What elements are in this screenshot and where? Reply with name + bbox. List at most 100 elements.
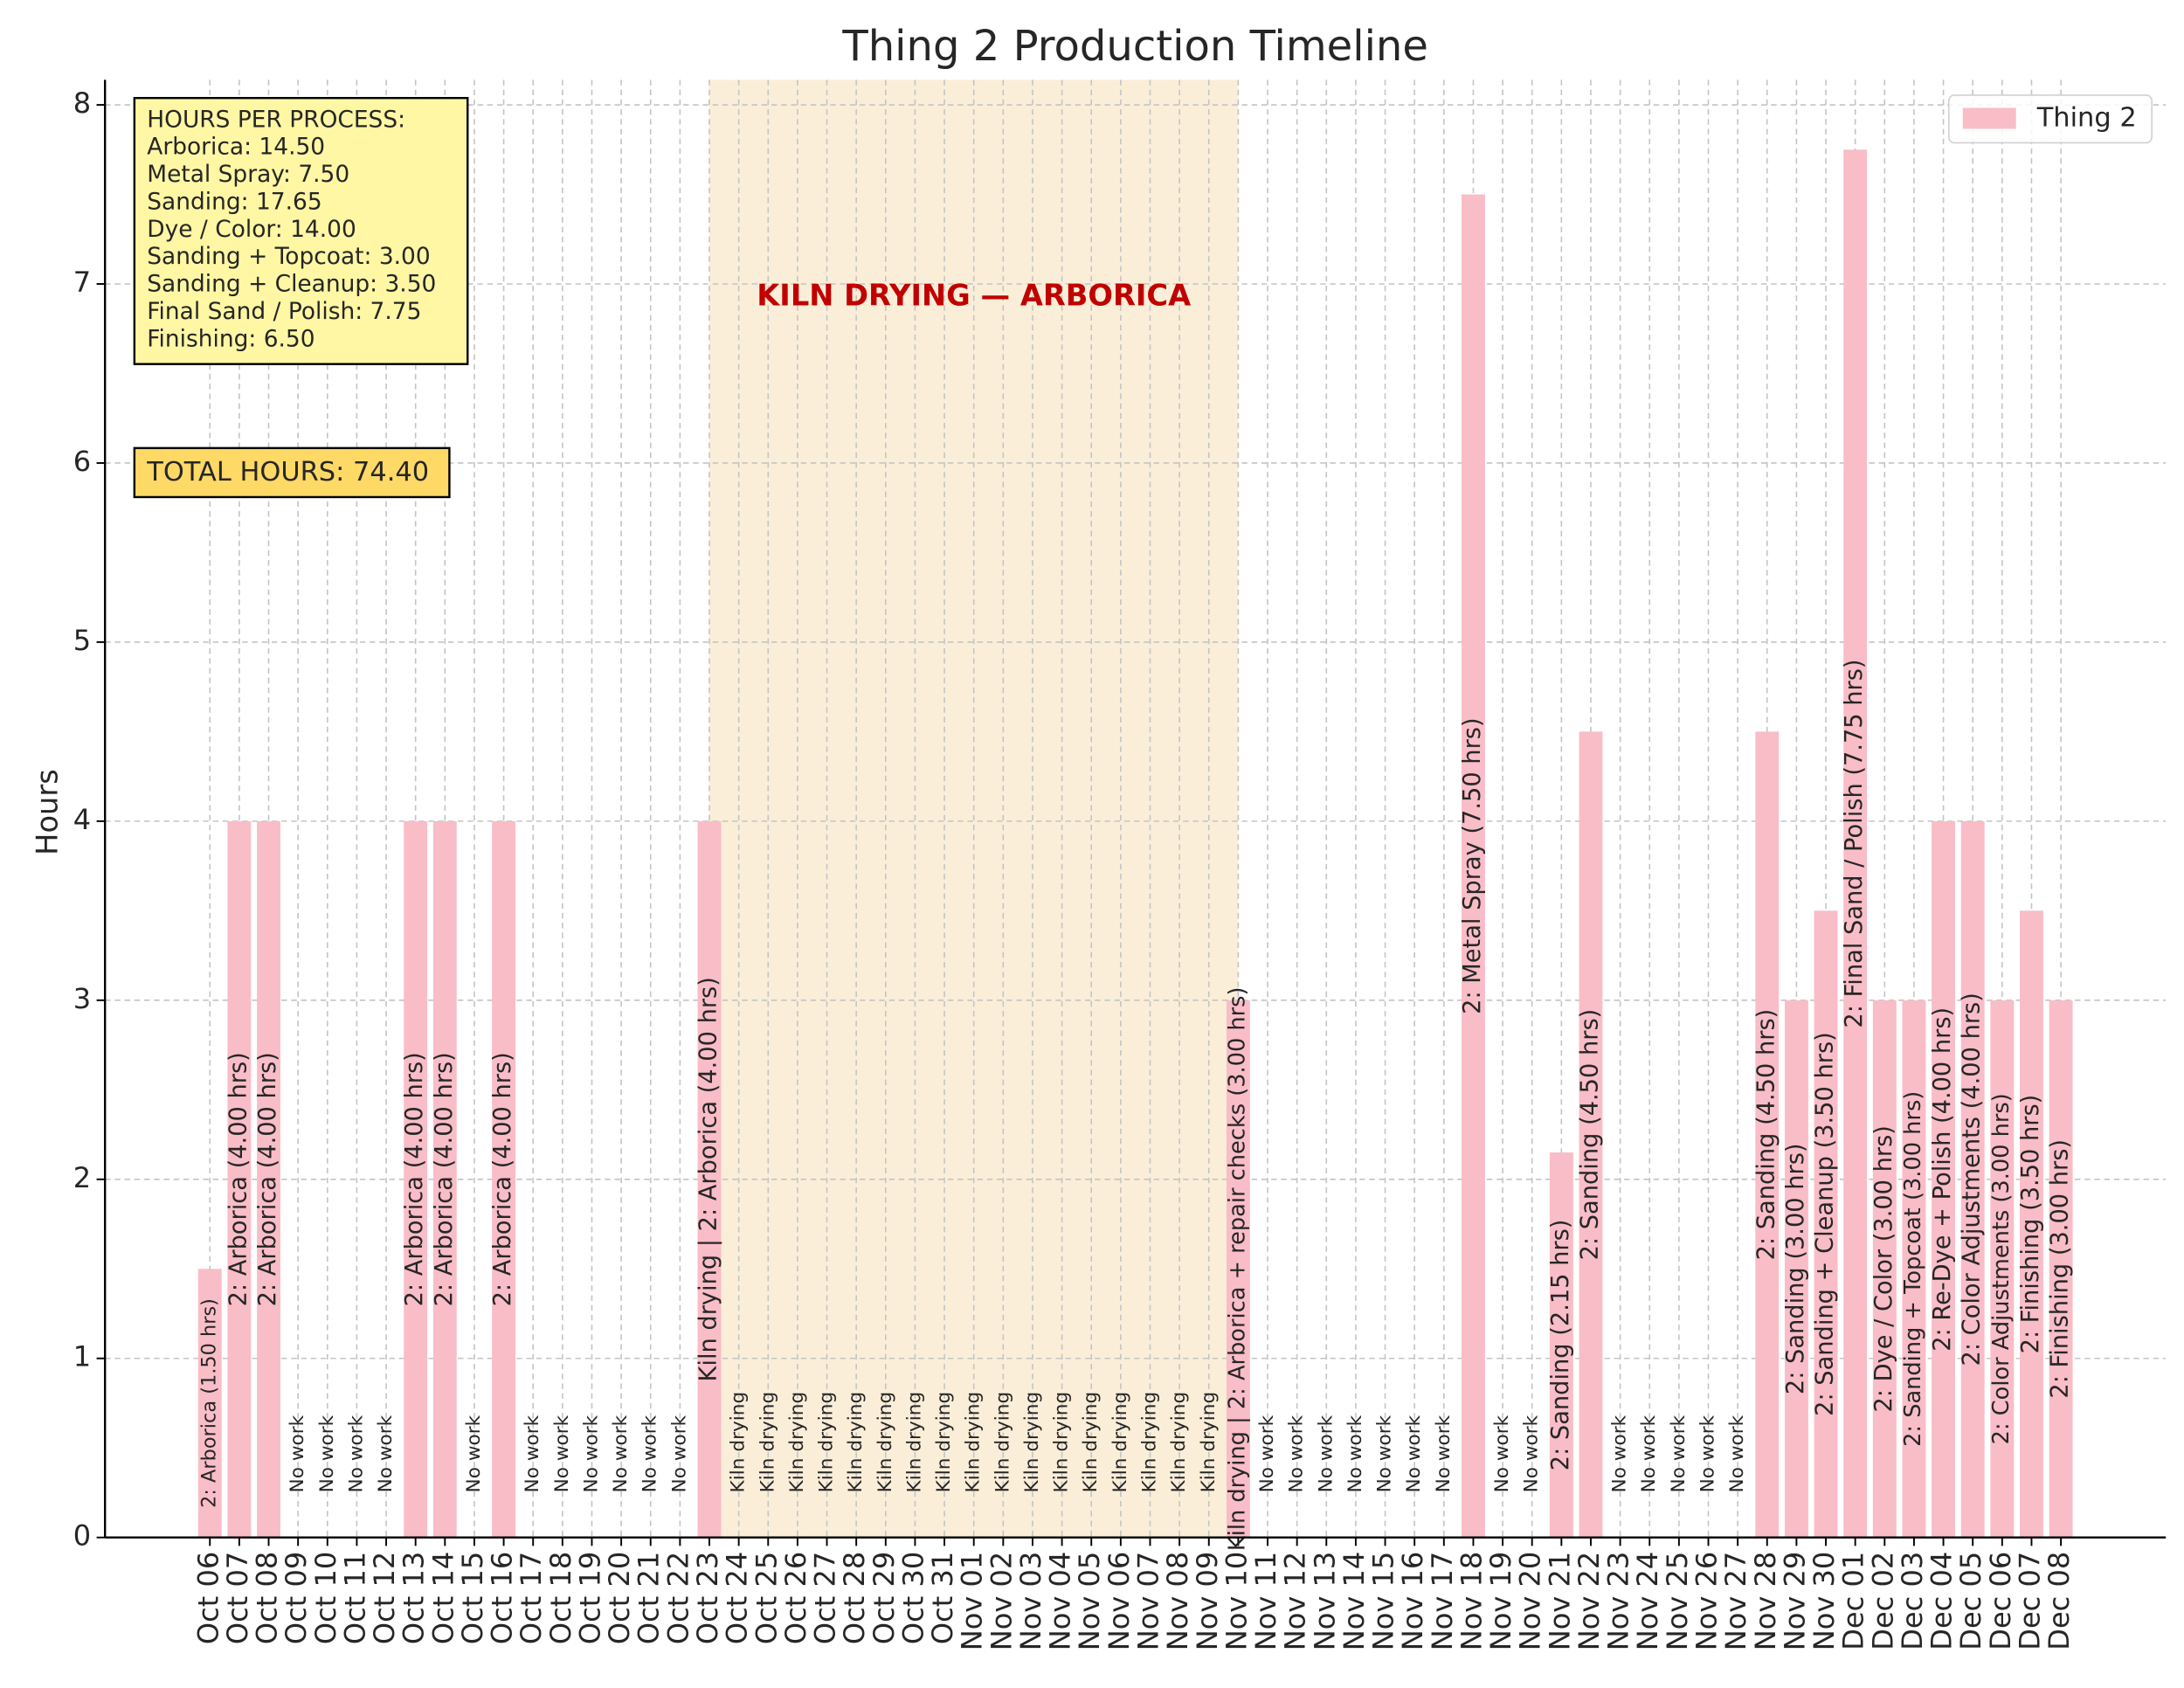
bar-label: No work	[639, 1415, 661, 1492]
process-box-line: Metal Spray: 7.50	[147, 161, 349, 188]
x-tick-label: Oct 10	[309, 1552, 342, 1644]
x-tick-label: Nov 20	[1514, 1552, 1547, 1651]
bar-label: Kiln drying	[786, 1392, 808, 1493]
x-tick-label: Dec 01	[1837, 1552, 1870, 1650]
bar-label: 2: Arborica (4.00 hrs)	[254, 1052, 281, 1306]
bar-label: Kiln drying	[903, 1392, 925, 1493]
bar-label: 2: Sanding (4.50 hrs)	[1752, 1009, 1780, 1261]
x-tick-label: Nov 23	[1602, 1552, 1635, 1651]
bar-label: 2: Metal Spray (7.50 hrs)	[1459, 717, 1486, 1013]
bar-label: Kiln drying	[816, 1392, 838, 1493]
x-tick-label: Nov 10	[1220, 1552, 1253, 1651]
x-tick-label: Nov 15	[1367, 1552, 1400, 1651]
bar-label: Kiln drying	[1051, 1392, 1073, 1493]
x-tick-label: Oct 28	[838, 1552, 871, 1644]
bar-label: 2: Arborica (1.50 hrs)	[198, 1298, 221, 1508]
y-tick-label: 4	[73, 803, 91, 836]
bar-label: No work	[551, 1415, 573, 1492]
bar-label: Kiln drying	[1138, 1392, 1160, 1493]
span-label: KILN DRYING — ARBORICA	[757, 278, 1191, 312]
bar	[197, 1269, 222, 1538]
x-tick-label: Dec 05	[1954, 1552, 1987, 1650]
x-tick-label: Dec 08	[2042, 1552, 2076, 1650]
bar-label: 2: Arborica (4.00 hrs)	[489, 1052, 516, 1306]
x-tick-label: Nov 08	[1161, 1552, 1194, 1651]
x-tick-label: Oct 29	[867, 1552, 901, 1644]
process-box-line: Sanding + Cleanup: 3.50	[147, 271, 436, 298]
bar-label: No work	[345, 1415, 367, 1492]
x-tick-label: Oct 31	[926, 1552, 959, 1644]
x-tick-label: Oct 26	[779, 1552, 812, 1644]
bar-label: 2: Color Adjustments (4.00 hrs)	[1959, 993, 1986, 1366]
chart-title: Thing 2 Production Timeline	[841, 22, 1428, 71]
x-tick-label: Oct 12	[368, 1552, 401, 1644]
x-tick-label: Oct 16	[486, 1552, 519, 1644]
bar-label: 2: Finishing (3.50 hrs)	[2017, 1095, 2044, 1354]
bar	[1549, 1152, 1573, 1538]
x-tick-label: Oct 11	[338, 1552, 371, 1644]
bar-label: 2: Dye / Color (3.00 hrs)	[1870, 1125, 1897, 1412]
bar	[1814, 910, 1838, 1538]
x-tick-label: Nov 07	[1131, 1552, 1165, 1651]
bar-label: No work	[522, 1415, 543, 1492]
x-tick-label: Dec 03	[1896, 1552, 1929, 1650]
bar-label: Kiln drying	[1080, 1392, 1102, 1493]
bar	[1990, 1000, 2015, 1538]
legend-swatch	[1962, 107, 2016, 129]
x-tick-label: Oct 06	[191, 1552, 225, 1644]
x-tick-label: Dec 07	[2013, 1552, 2046, 1650]
y-tick-label: 3	[73, 982, 91, 1015]
bar-label: No work	[463, 1415, 485, 1492]
bar-label: 2: Finishing (3.00 hrs)	[2047, 1139, 2074, 1399]
x-tick-label: Oct 15	[456, 1552, 489, 1644]
bar	[1461, 194, 1485, 1538]
x-tick-label: Nov 04	[1044, 1552, 1077, 1651]
x-tick-label: Nov 27	[1719, 1552, 1752, 1651]
bar	[1932, 820, 1956, 1538]
x-tick-label: Oct 21	[632, 1552, 666, 1644]
x-tick-label: Oct 13	[397, 1552, 431, 1644]
bar	[1843, 149, 1868, 1538]
bar-label: No work	[316, 1415, 338, 1492]
process-box-line: Arborica: 14.50	[147, 134, 325, 161]
x-tick-label: Nov 03	[1014, 1552, 1047, 1651]
bar-label: Kiln drying | 2: Arborica (4.00 hrs)	[695, 977, 722, 1381]
bar	[227, 820, 252, 1538]
x-tick-label: Nov 09	[1191, 1552, 1224, 1651]
x-tick-label: Oct 27	[809, 1552, 842, 1644]
x-tick-label: Nov 21	[1543, 1552, 1576, 1651]
bar-label: 2: Re-Dye + Polish (4.00 hrs)	[1929, 1007, 1956, 1352]
total-box-text: TOTAL HOURS: 74.40	[146, 457, 429, 488]
x-tick-label: Oct 14	[426, 1552, 460, 1644]
bar	[1872, 1000, 1897, 1538]
bar-label: No work	[1256, 1415, 1278, 1492]
bar-label: No work	[1521, 1415, 1543, 1492]
bar-label: 2: Color Adjustments (3.00 hrs)	[1988, 1093, 2015, 1444]
bar-label: Kiln drying	[874, 1392, 896, 1493]
x-tick-label: Nov 24	[1631, 1552, 1664, 1651]
x-tick-label: Oct 18	[544, 1552, 577, 1644]
bar-label: Kiln drying	[728, 1392, 750, 1493]
bar-label: Kiln drying	[1021, 1392, 1043, 1493]
bar-label: 2: Final Sand / Polish (7.75 hrs)	[1841, 659, 1868, 1027]
bar	[1902, 1000, 1926, 1538]
bar-label: No work	[1374, 1415, 1396, 1492]
bar	[257, 820, 280, 1538]
bar-label: Kiln drying	[1168, 1392, 1190, 1493]
x-tick-label: Nov 13	[1308, 1552, 1341, 1651]
x-tick-label: Nov 19	[1484, 1552, 1517, 1651]
x-tick-label: Oct 08	[251, 1552, 284, 1644]
bar-label: No work	[1697, 1415, 1719, 1492]
bar	[697, 820, 722, 1538]
x-tick-label: Nov 02	[985, 1552, 1018, 1651]
x-tick-label: Nov 26	[1690, 1552, 1724, 1651]
bar-label: No work	[1286, 1415, 1308, 1492]
x-tick-label: Oct 19	[573, 1552, 606, 1644]
bar-label: No work	[375, 1415, 397, 1492]
bar	[1960, 820, 1985, 1538]
process-box	[133, 96, 469, 365]
bar-label: No work	[1491, 1415, 1513, 1492]
bar-label: No work	[287, 1415, 308, 1492]
bar-label: No work	[610, 1415, 632, 1492]
